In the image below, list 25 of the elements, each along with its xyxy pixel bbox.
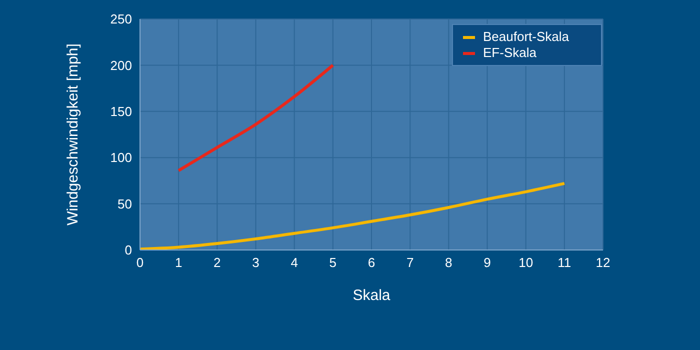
legend-label: Beaufort-Skala <box>483 29 569 45</box>
y-tick-label: 100 <box>110 150 132 166</box>
x-axis-title: Skala <box>352 287 391 304</box>
x-tick-label: 6 <box>368 255 376 270</box>
x-tick-label: 11 <box>558 255 572 270</box>
legend-label: EF-Skala <box>483 45 536 61</box>
y-tick-label: 50 <box>118 196 132 212</box>
line-series <box>177 64 334 172</box>
x-tick-label: 3 <box>252 255 260 270</box>
x-tick-label: 5 <box>329 255 337 270</box>
line-series <box>140 182 566 250</box>
y-tick-label: 150 <box>110 104 132 120</box>
y-axis-title: Windgeschwindigkeit [mph] <box>64 44 82 226</box>
x-tick-label: 9 <box>484 255 491 270</box>
x-tick-label: 1 <box>174 255 182 270</box>
x-tick-label: 10 <box>518 255 534 270</box>
y-tick-label: 0 <box>124 242 132 258</box>
y-tick-label: 250 <box>110 12 132 27</box>
x-tick-label: 0 <box>136 255 144 270</box>
x-tick-label: 4 <box>290 255 298 270</box>
y-tick-label: 200 <box>110 58 132 73</box>
x-tick-label: 7 <box>406 255 414 270</box>
x-tick-label: 12 <box>596 255 610 270</box>
x-tick-label: 8 <box>445 255 452 270</box>
x-tick-label: 2 <box>214 255 221 270</box>
